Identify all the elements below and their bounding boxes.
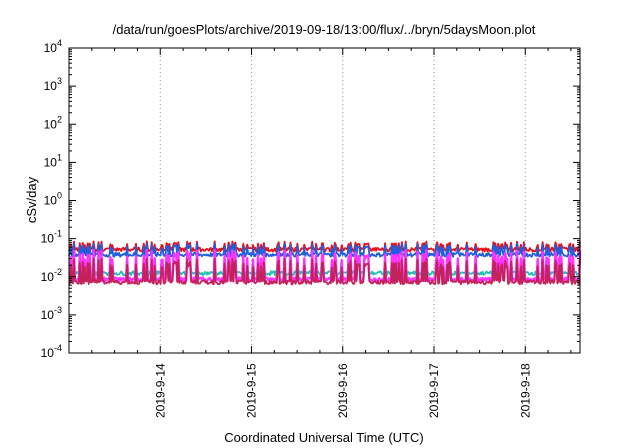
x-tick-label: 2019-9-14 — [153, 363, 167, 418]
y-tick-label: 10-3 — [41, 305, 62, 322]
chart-title: /data/run/goesPlots/archive/2019-09-18/1… — [113, 22, 536, 37]
series-line — [68, 257, 581, 286]
plot-frame — [68, 47, 581, 354]
series-group — [68, 240, 582, 286]
y-tick-label: 101 — [44, 152, 62, 169]
y-tick-label: 10-2 — [41, 267, 62, 284]
y-axis-label: cSv/day — [24, 176, 39, 223]
y-tick-label: 104 — [44, 38, 62, 55]
x-tick-label: 2019-9-18 — [518, 363, 532, 418]
x-tick-label: 2019-9-17 — [427, 363, 441, 418]
y-tick-label: 100 — [44, 191, 62, 208]
grid — [159, 48, 526, 353]
y-tick-label: 102 — [44, 114, 62, 131]
x-tick-label: 2019-9-15 — [245, 363, 259, 418]
y-tick-label: 10-4 — [41, 343, 62, 360]
x-axis: 2019-9-14 2019-9-15 2019-9-16 2019-9-17 2019… — [91, 48, 572, 418]
series-line — [68, 242, 581, 258]
y-tick-label: 10-1 — [41, 229, 62, 246]
x-axis-label: Coordinated Universal Time (UTC) — [224, 430, 423, 445]
y-tick-label: 103 — [44, 76, 62, 93]
y-axis: 10-4 10-3 10-2 10-1 100 101 102 103 104 — [41, 38, 580, 360]
x-tick-label: 2019-9-16 — [336, 363, 350, 418]
